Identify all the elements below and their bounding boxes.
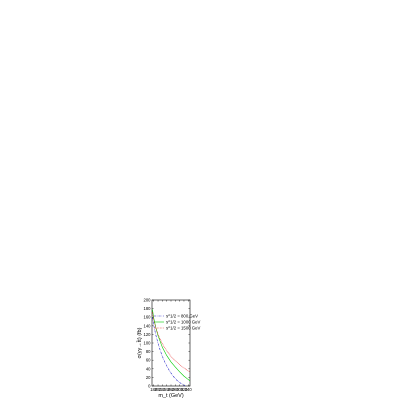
x-tick-label: 320 bbox=[180, 387, 188, 392]
x-tick-label: 220 bbox=[159, 387, 167, 392]
y-tick-label: 100 bbox=[144, 341, 152, 346]
series-line-1 bbox=[152, 317, 186, 387]
y-tick-label: 180 bbox=[144, 306, 152, 311]
x-tick-label: 180 bbox=[150, 387, 158, 392]
y-tick-label: 120 bbox=[144, 332, 152, 337]
y-tick-label: 60 bbox=[146, 358, 151, 363]
y-tick-label: 80 bbox=[146, 349, 151, 354]
y-tick-label: 140 bbox=[144, 323, 152, 328]
legend-label-2: s^1/2 = 1000 GeV bbox=[166, 320, 201, 325]
y-axis-label: σ(γγ→t̄t) (fb) bbox=[136, 327, 143, 358]
series-line-3 bbox=[152, 311, 191, 373]
y-tick-label: 160 bbox=[144, 315, 152, 320]
y-tick-label: 40 bbox=[146, 366, 151, 371]
x-tick-label: 280 bbox=[172, 387, 180, 392]
y-tick-label: 200 bbox=[144, 298, 152, 303]
legend-label-1: s^1/2 = 800 GeV bbox=[166, 314, 198, 319]
series-line-2 bbox=[152, 309, 191, 382]
legend-label-3: s^1/2 = 1500 GeV bbox=[166, 326, 201, 331]
x-tick-label: 300 bbox=[176, 387, 184, 392]
x-tick-label: 200 bbox=[155, 387, 163, 392]
ticks-layer: 1802002202402602803003203400204060801001… bbox=[144, 298, 193, 392]
y-tick-label: 20 bbox=[146, 375, 151, 380]
y-tick-label: 0 bbox=[148, 384, 151, 389]
series-layer bbox=[152, 309, 191, 387]
x-tick-label: 240 bbox=[163, 387, 171, 392]
x-axis-label: m_t (GeV) bbox=[158, 393, 184, 399]
x-tick-label: 260 bbox=[168, 387, 176, 392]
x-tick-label: 340 bbox=[185, 387, 193, 392]
